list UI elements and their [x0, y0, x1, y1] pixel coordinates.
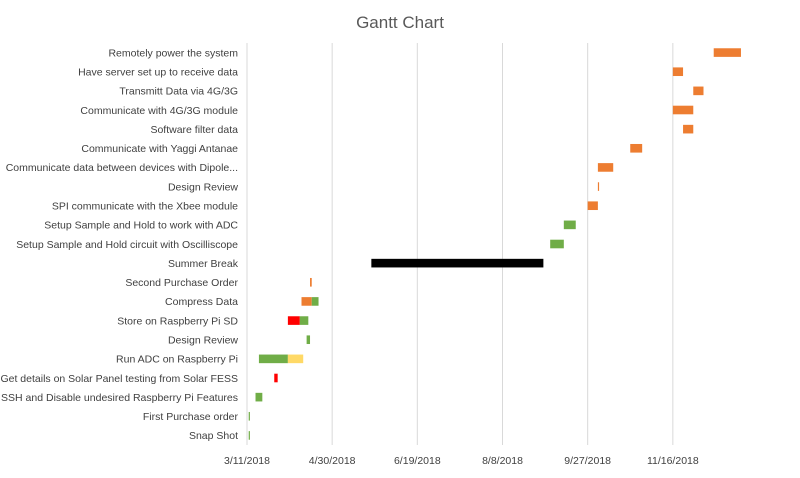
task-bar	[550, 239, 564, 249]
task-bars	[248, 48, 741, 440]
task-bar	[597, 163, 614, 172]
task-bar	[693, 86, 704, 96]
task-bar	[299, 316, 309, 325]
task-bar	[587, 201, 598, 211]
x-tick-label: 6/19/2018	[394, 455, 441, 467]
task-bar	[258, 354, 288, 364]
task-label: Second Purchase Order	[125, 277, 238, 289]
x-tick-label: 4/30/2018	[309, 455, 356, 467]
task-label: Summer Break	[168, 258, 239, 270]
task-bar	[713, 48, 741, 57]
gridlines	[246, 43, 674, 445]
task-label: Have server set up to receive data	[78, 67, 238, 79]
task-label: Design Review	[168, 181, 238, 193]
task-label: Remotely power the system	[108, 47, 238, 59]
task-bar	[310, 277, 312, 287]
task-bar	[597, 182, 600, 191]
x-tick-label: 11/16/2018	[647, 455, 699, 467]
task-bar	[683, 124, 694, 134]
x-tick-label: 9/27/2018	[564, 455, 611, 467]
task-label: SPI communicate with the Xbee module	[52, 201, 238, 213]
category-labels: Snap Shot First Purchase order SSH and Dis…	[0, 47, 238, 442]
x-axis-tick-labels: 3/11/2018 4/30/2018 6/19/2018 8/8/2018 9/27/…	[224, 455, 699, 467]
chart-title: Gantt Chart	[356, 13, 444, 32]
task-bar	[563, 220, 576, 230]
task-bar	[306, 335, 311, 345]
task-label: Transmitt Data via 4G/3G	[119, 86, 238, 98]
task-label: Software filter data	[150, 124, 238, 136]
task-label: Communicate with 4G/3G module	[80, 105, 238, 117]
task-label: Communicate data between devices with Di…	[6, 162, 238, 174]
task-bar	[311, 297, 319, 306]
x-tick-label: 3/11/2018	[224, 455, 270, 467]
task-bar	[248, 431, 250, 440]
task-bar	[274, 373, 278, 383]
task-bar	[672, 67, 684, 77]
task-bar	[672, 105, 694, 115]
task-label: Snap Shot	[189, 430, 238, 442]
task-label: Setup Sample and Hold circuit with Oscil…	[16, 239, 238, 251]
x-tick-label: 8/8/2018	[482, 455, 523, 467]
task-bar	[371, 258, 544, 268]
task-label: Design Review	[168, 335, 238, 347]
task-bar	[301, 297, 312, 306]
task-label: Get details on Solar Panel testing from …	[0, 373, 238, 385]
task-bar	[255, 392, 263, 402]
task-label: Setup Sample and Hold to work with ADC	[44, 220, 238, 232]
task-label: Compress Data	[165, 296, 238, 308]
task-bar	[630, 143, 643, 153]
task-label: First Purchase order	[143, 411, 239, 423]
task-label: SSH and Disable undesired Raspberry Pi F…	[1, 392, 238, 404]
task-bar	[248, 411, 250, 421]
task-label: Communicate with Yaggi Antanae	[81, 143, 238, 155]
task-bar	[287, 354, 304, 364]
task-bar	[287, 316, 300, 325]
task-label: Run ADC on Raspberry Pi	[116, 354, 238, 366]
task-label: Store on Raspberry Pi SD	[117, 315, 238, 327]
